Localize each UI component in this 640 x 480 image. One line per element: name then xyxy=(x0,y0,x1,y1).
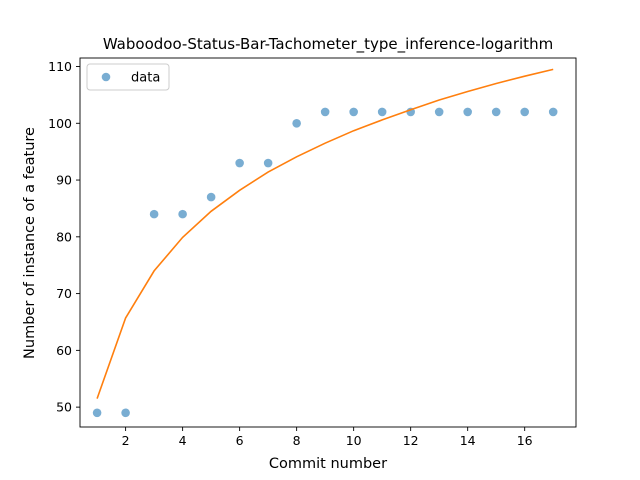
data-point xyxy=(263,158,273,168)
y-tick-label: 50 xyxy=(56,400,72,415)
data-point xyxy=(292,118,301,128)
data-point xyxy=(206,192,216,202)
y-tick-label: 100 xyxy=(48,116,72,131)
axes-frame xyxy=(79,57,577,428)
x-tick-label: 16 xyxy=(517,433,533,448)
data-point xyxy=(235,158,244,168)
data-point xyxy=(463,107,472,117)
x-tick-label: 14 xyxy=(460,433,476,448)
legend-marker xyxy=(101,72,111,82)
data-point xyxy=(377,107,387,117)
legend-label: data xyxy=(131,71,160,86)
x-axis-label: Commit number xyxy=(269,456,387,472)
data-point xyxy=(178,209,187,219)
chart-title: Waboodoo-Status-Bar-Tachometer_type_infe… xyxy=(103,35,553,54)
data-point xyxy=(548,107,558,117)
data-point xyxy=(121,408,130,418)
y-axis-label: Number of instance of a feature xyxy=(22,127,38,359)
x-tick-label: 2 xyxy=(122,433,130,448)
data-point xyxy=(149,209,159,219)
y-tick-label: 90 xyxy=(56,173,72,188)
x-tick-label: 6 xyxy=(236,433,244,448)
data-point xyxy=(92,408,102,418)
x-tick-label: 10 xyxy=(346,433,362,448)
x-tick-label: 12 xyxy=(403,433,419,448)
data-point xyxy=(520,107,529,117)
data-point xyxy=(434,107,444,117)
y-tick-label: 110 xyxy=(48,59,72,74)
x-tick-label: 4 xyxy=(179,433,187,448)
data-point xyxy=(349,107,358,117)
data-point xyxy=(491,107,501,117)
y-tick-label: 70 xyxy=(56,286,72,301)
legend-box xyxy=(86,63,170,91)
data-point xyxy=(320,107,330,117)
y-tick-label: 60 xyxy=(56,343,72,358)
y-tick-label: 80 xyxy=(56,229,72,244)
plot-area: 2 4 6 8 10 12 14 16 50 60 70 80 90 100 110 data xyxy=(48,57,577,448)
x-tick-label: 8 xyxy=(293,433,301,448)
fit-line xyxy=(96,68,554,399)
